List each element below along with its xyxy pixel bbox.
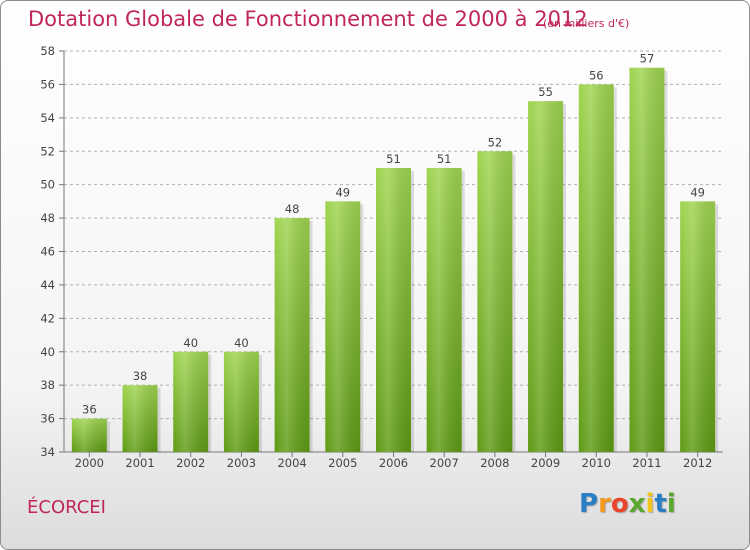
bar-shadow-2000 — [106, 421, 110, 452]
y-tick-label: 34 — [40, 445, 55, 459]
data-label-2001: 38 — [133, 369, 148, 383]
data-label-2009: 55 — [538, 85, 553, 99]
commune-name: ÉCORCEI — [27, 497, 106, 518]
bar-shine-2008 — [477, 151, 513, 452]
data-label-2010: 56 — [589, 68, 604, 82]
bar-shadow-2002 — [208, 354, 212, 452]
x-tick-label-2010: 2010 — [582, 456, 611, 470]
y-tick-label: 36 — [40, 412, 55, 426]
x-tick-label-2004: 2004 — [277, 456, 306, 470]
x-tick-label-2008: 2008 — [480, 456, 509, 470]
bar-shine-2001 — [122, 385, 158, 452]
x-tick-label-2012: 2012 — [683, 456, 712, 470]
y-tick-label: 42 — [40, 311, 55, 325]
data-label-2007: 51 — [437, 152, 452, 166]
data-label-2003: 40 — [234, 336, 249, 350]
bar-shadow-2006 — [411, 170, 414, 453]
x-tick-label-2005: 2005 — [328, 456, 357, 470]
x-tick-label-2000: 2000 — [75, 456, 104, 470]
bar-shadow-2004 — [309, 221, 313, 452]
x-tick-label-2011: 2011 — [632, 456, 661, 470]
data-label-2006: 51 — [386, 152, 401, 166]
bar-shadow-2003 — [258, 354, 262, 452]
bar-shine-2009 — [528, 101, 564, 452]
chart-title: Dotation Globale de Fonctionnement de 20… — [28, 7, 588, 31]
y-tick-label: 46 — [40, 245, 55, 259]
bar-shine-2003 — [223, 351, 259, 452]
bar-shadow-2010 — [613, 87, 617, 453]
data-label-2011: 57 — [640, 52, 655, 66]
bar-shadow-2009 — [563, 104, 567, 452]
bar-shadow-2008 — [512, 154, 516, 452]
y-tick-label: 48 — [40, 211, 55, 225]
y-tick-label: 40 — [40, 345, 55, 359]
bar-shine-2011 — [629, 67, 665, 452]
x-tick-label-2007: 2007 — [430, 456, 459, 470]
data-label-2005: 49 — [335, 185, 350, 199]
bar-shadow-2011 — [664, 70, 668, 452]
chart-unit-label: (en milliers d'€) — [543, 17, 630, 30]
x-tick-label-2002: 2002 — [176, 456, 205, 470]
bar-shadow-2012 — [715, 204, 719, 452]
x-tick-label-2006: 2006 — [379, 456, 408, 470]
bar-shine-2012 — [680, 201, 716, 452]
bar-shine-2002 — [173, 351, 209, 452]
bar-shine-2007 — [426, 167, 462, 453]
bar-shadow-2001 — [157, 388, 161, 452]
y-tick-label: 56 — [40, 77, 55, 91]
bar-shine-2006 — [376, 167, 411, 453]
data-label-2008: 52 — [488, 135, 503, 149]
y-tick-label: 54 — [40, 111, 55, 125]
data-label-2000: 36 — [82, 403, 97, 417]
y-tick-label: 44 — [40, 278, 55, 292]
labels: 34 36 38 40 42 44 46 48 50 52 54 56 58 36 2000 38 2001 40… — [40, 44, 712, 470]
data-label-2004: 48 — [285, 202, 300, 216]
y-tick-label: 58 — [40, 44, 55, 58]
bar-shine-2000 — [71, 418, 107, 452]
x-tick-label-2003: 2003 — [227, 456, 256, 470]
bar-shadow-2007 — [461, 170, 465, 453]
bar-shadow-2005 — [360, 204, 364, 452]
y-tick-label: 52 — [40, 144, 55, 158]
y-tick-label: 50 — [40, 178, 55, 192]
bar-shine-2004 — [274, 218, 310, 452]
proxiti-logo: Proxiti — [579, 489, 676, 519]
bar-shine-2005 — [325, 201, 361, 452]
x-tick-label-2009: 2009 — [531, 456, 560, 470]
bar-shine-2010 — [578, 84, 614, 453]
y-tick-label: 38 — [40, 378, 55, 392]
data-label-2012: 49 — [690, 185, 705, 199]
data-label-2002: 40 — [183, 336, 198, 350]
x-tick-label-2001: 2001 — [125, 456, 154, 470]
bars — [71, 67, 719, 453]
